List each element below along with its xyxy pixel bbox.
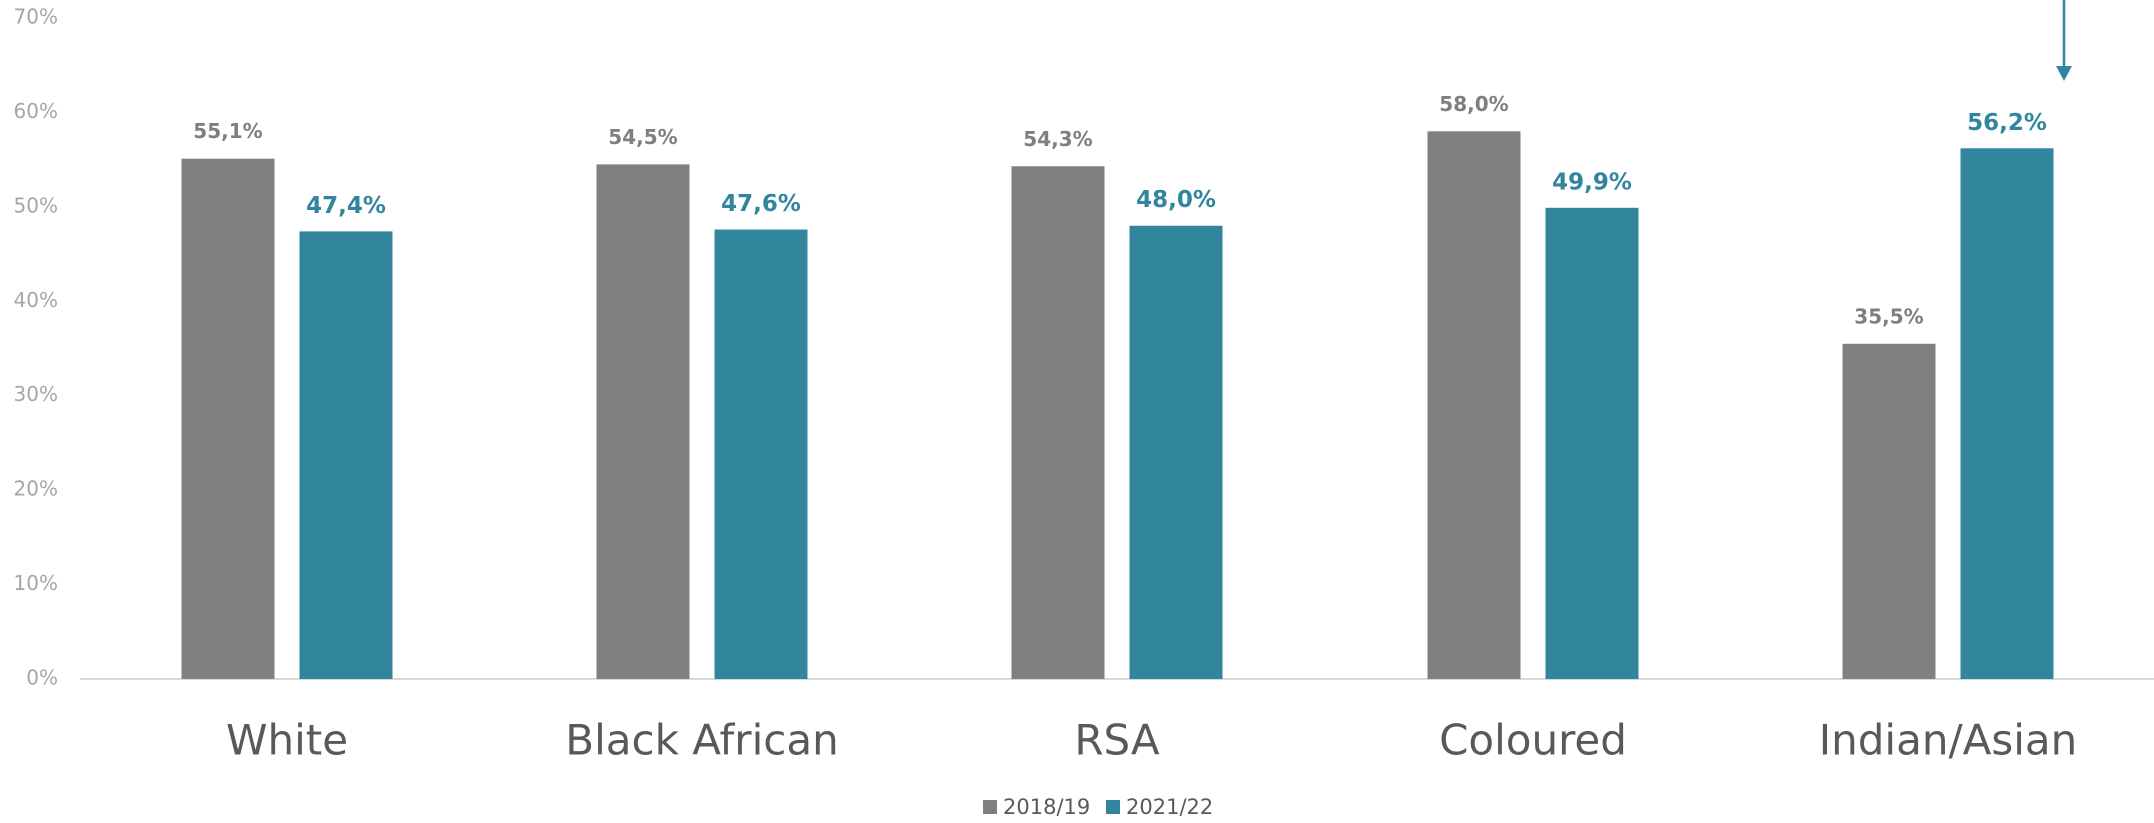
data-label: 55,1% xyxy=(193,119,262,143)
bar xyxy=(1011,166,1105,679)
x-tick-label: Black African xyxy=(565,716,838,765)
bar xyxy=(1960,148,2054,680)
y-tick-label: 20% xyxy=(14,477,58,501)
y-tick-label: 0% xyxy=(26,666,58,690)
data-label: 48,0% xyxy=(1136,187,1216,213)
bar xyxy=(1545,207,1639,679)
data-label: 54,3% xyxy=(1023,127,1092,151)
y-tick-label: 60% xyxy=(14,99,58,123)
y-tick-label: 70% xyxy=(14,5,58,29)
data-label: 47,4% xyxy=(306,193,386,219)
data-label: 56,2% xyxy=(1967,110,2047,136)
legend-swatch xyxy=(983,800,997,814)
data-label: 47,6% xyxy=(721,191,801,217)
bar xyxy=(1427,131,1521,680)
legend-label: 2018/19 xyxy=(1003,795,1090,819)
y-tick-label: 30% xyxy=(14,382,58,406)
y-tick-label: 10% xyxy=(14,571,58,595)
bar xyxy=(596,164,690,680)
bar xyxy=(1842,343,1936,679)
data-label: 58,0% xyxy=(1439,92,1508,116)
data-label: 35,5% xyxy=(1854,304,1923,328)
data-label: 54,5% xyxy=(608,125,677,149)
y-tick-label: 50% xyxy=(14,193,58,217)
x-tick-label: Coloured xyxy=(1439,716,1627,765)
x-tick-label: RSA xyxy=(1074,716,1160,765)
legend-swatch xyxy=(1106,800,1120,814)
y-tick-label: 40% xyxy=(14,288,58,312)
bar xyxy=(299,231,393,679)
arrow-head xyxy=(2056,66,2072,81)
x-tick-label: White xyxy=(226,716,348,765)
bar xyxy=(1129,225,1223,679)
bar xyxy=(714,229,808,679)
legend-label: 2021/22 xyxy=(1126,795,1213,819)
x-tick-label: Indian/Asian xyxy=(1819,716,2077,765)
data-label: 49,9% xyxy=(1552,169,1632,195)
bar xyxy=(181,158,275,679)
